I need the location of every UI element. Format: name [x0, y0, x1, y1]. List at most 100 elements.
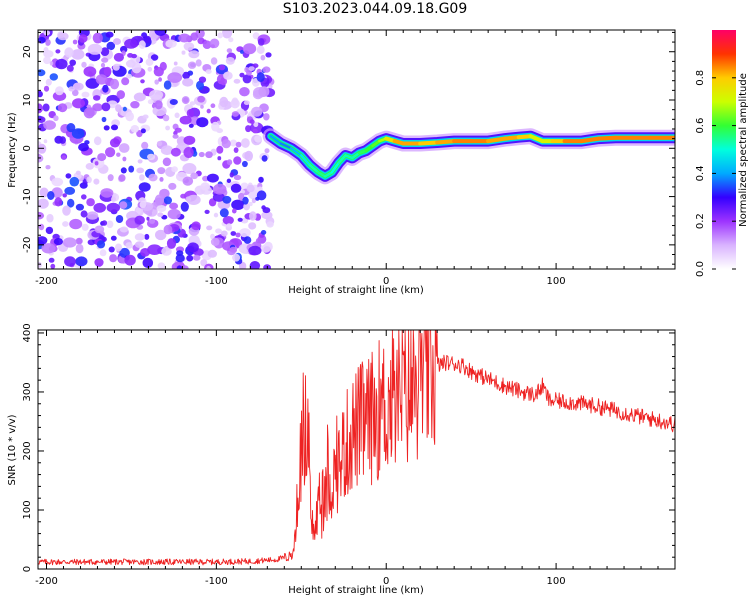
noise-blob	[210, 103, 216, 108]
noise-blob	[190, 32, 199, 41]
spectrogram-y-axis-label: Frequency (Hz)	[7, 112, 18, 188]
noise-blob	[167, 72, 183, 83]
noise-blob	[100, 62, 106, 68]
noise-blob	[265, 52, 272, 58]
noise-blob	[243, 202, 251, 211]
noise-blob	[154, 79, 159, 85]
noise-blob	[92, 32, 103, 44]
noise-blob	[43, 139, 48, 144]
noise-blob	[260, 244, 271, 253]
noise-blob	[145, 58, 154, 66]
noise-blob	[81, 61, 87, 68]
noise-blob	[179, 115, 192, 125]
noise-blob	[153, 66, 164, 77]
noise-blob	[175, 254, 185, 263]
noise-blob	[213, 212, 219, 218]
noise-blob	[157, 212, 164, 217]
noise-blob	[69, 59, 76, 66]
noise-blob	[182, 176, 194, 186]
noise-blob	[248, 245, 262, 256]
y-tick-label: 400	[22, 323, 33, 342]
noise-blob	[69, 218, 83, 230]
y-tick-label: -20	[22, 237, 33, 253]
noise-blob	[69, 176, 80, 187]
noise-blob	[83, 66, 97, 77]
ridge-segment	[596, 135, 618, 141]
noise-blob	[182, 163, 197, 174]
noise-blob	[260, 54, 266, 61]
noise-blob	[115, 104, 122, 113]
noise-blob	[93, 202, 106, 213]
noise-blob	[113, 52, 124, 62]
noise-blob	[49, 73, 58, 81]
noise-blob	[47, 191, 55, 200]
y-tick-label: 100	[22, 500, 33, 519]
noise-blob	[220, 230, 228, 237]
noise-blob	[38, 143, 47, 154]
noise-blob	[55, 86, 64, 96]
noise-blob	[169, 99, 178, 105]
noise-blob	[134, 233, 145, 241]
noise-blob	[239, 72, 245, 78]
noise-blob	[71, 49, 85, 60]
x-tick-label: 100	[547, 276, 566, 287]
noise-blob	[55, 58, 68, 70]
y-tick-label: -10	[22, 188, 33, 204]
noise-blob	[125, 111, 134, 122]
noise-blob	[66, 123, 76, 133]
colorbar-tick-label: 0.2	[695, 213, 706, 229]
y-tick-label: 200	[22, 441, 33, 460]
noise-blob	[100, 47, 110, 56]
noise-blob	[67, 198, 75, 208]
noise-blob	[139, 200, 147, 209]
noise-blob	[140, 128, 146, 134]
noise-blob	[140, 79, 145, 84]
noise-blob	[178, 33, 191, 43]
noise-blob	[248, 66, 255, 71]
noise-blob	[206, 266, 211, 269]
noise-blob	[200, 182, 210, 191]
noise-blob	[118, 174, 126, 182]
noise-blob	[210, 233, 215, 240]
noise-blob	[105, 147, 116, 158]
noise-blob	[125, 59, 136, 68]
noise-blob	[136, 167, 145, 174]
noise-blob	[96, 240, 106, 249]
noise-blob	[233, 147, 239, 154]
noise-blob	[72, 98, 85, 109]
noise-blob	[226, 159, 233, 166]
noise-blob	[120, 45, 128, 53]
noise-blob	[163, 80, 172, 90]
noise-blob	[232, 253, 241, 262]
noise-blob	[134, 241, 145, 249]
noise-blob	[93, 178, 100, 185]
noise-blob	[64, 256, 76, 267]
noise-blob	[205, 69, 212, 74]
noise-blob	[263, 113, 270, 121]
noise-blob	[66, 64, 74, 72]
noise-blob	[122, 156, 127, 162]
noise-blob	[242, 160, 248, 168]
noise-blob	[39, 187, 49, 198]
noise-blob	[206, 108, 211, 114]
ridge-segment	[486, 136, 508, 144]
noise-blob	[219, 208, 229, 218]
noise-blob	[258, 176, 264, 183]
ridge-segment	[528, 134, 545, 144]
noise-blob	[68, 86, 75, 92]
x-tick-label: 0	[383, 576, 389, 587]
noise-blob	[103, 125, 110, 131]
noise-blob	[78, 143, 89, 152]
ridge-segment	[503, 135, 521, 141]
noise-blob	[113, 38, 121, 45]
noise-blob	[186, 109, 195, 118]
ridge-segment	[279, 142, 293, 150]
noise-blob	[229, 172, 234, 178]
colorbar: 0.0 0.2 0.4 0.6 0.8 Normalized spectral ampl…	[695, 30, 749, 277]
noise-blob	[165, 39, 177, 48]
noise-blob	[62, 237, 77, 248]
ridge-segment	[308, 163, 320, 174]
noise-blob	[240, 49, 244, 54]
noise-blob	[231, 199, 245, 210]
